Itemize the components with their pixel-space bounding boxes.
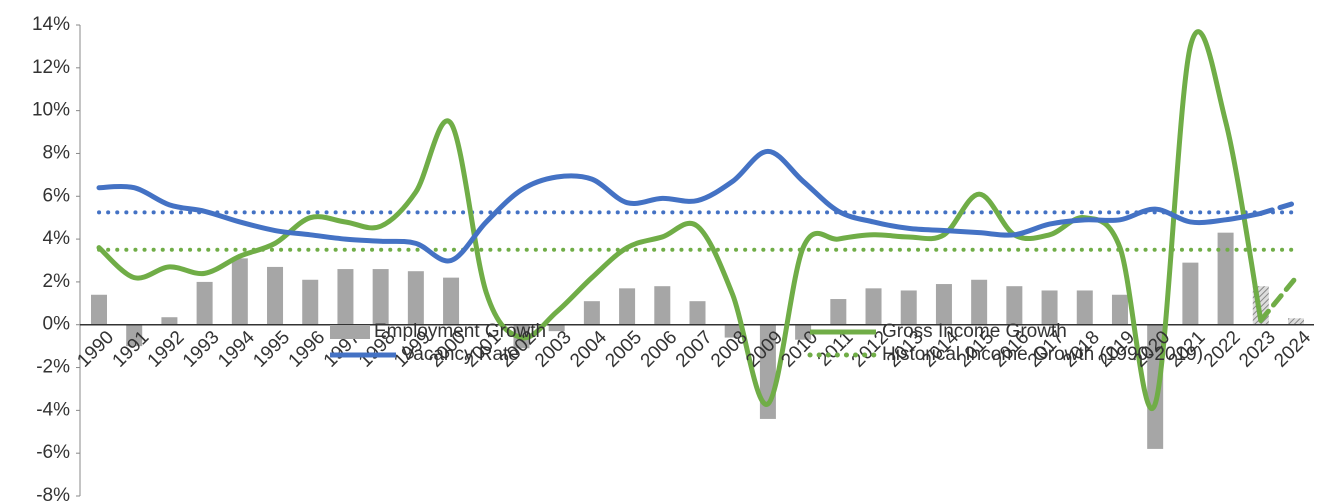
bar	[548, 324, 565, 332]
bar	[1217, 232, 1234, 325]
bar	[654, 286, 671, 325]
bar	[231, 258, 248, 325]
y-tick-label: -2%	[36, 357, 70, 378]
x-tick-label: 2024	[1270, 327, 1315, 372]
bar	[161, 317, 178, 325]
bar	[196, 281, 213, 325]
bar	[443, 277, 460, 325]
bar	[407, 271, 424, 325]
bar	[971, 279, 988, 325]
bar	[372, 269, 389, 325]
y-tick-label: 12%	[32, 57, 70, 78]
line	[96, 29, 1264, 411]
bar	[267, 266, 284, 325]
x-tick-label: 1992	[144, 327, 189, 372]
bar	[1182, 262, 1199, 325]
bar	[830, 299, 847, 325]
bar	[337, 269, 354, 325]
y-tick-label: 14%	[32, 14, 70, 35]
bar	[1006, 286, 1023, 325]
bar	[583, 301, 600, 325]
x-tick-label: 2005	[601, 327, 646, 372]
y-tick-label: 6%	[43, 185, 71, 206]
x-tick-label: 1996	[285, 327, 330, 372]
x-tick-label: 2004	[566, 327, 611, 372]
bar	[1076, 290, 1093, 325]
bar	[1111, 294, 1128, 325]
x-tick-label: 1993	[179, 327, 224, 372]
y-tick-label: 2%	[43, 271, 71, 292]
x-tick-label: 1991	[109, 327, 154, 372]
legend-label: Employment Growth	[374, 321, 546, 342]
bar	[619, 288, 636, 325]
bar	[900, 290, 917, 325]
y-tick-label: -4%	[36, 399, 70, 420]
x-tick-label: 1994	[214, 327, 259, 372]
bar	[126, 324, 143, 347]
bar	[1041, 290, 1058, 325]
bar	[689, 301, 706, 325]
legend-swatch	[330, 325, 370, 339]
bar	[865, 288, 882, 325]
x-tick-label: 1995	[249, 327, 294, 372]
y-tick-label: -8%	[36, 485, 70, 504]
bar	[935, 284, 952, 325]
y-tick-label: 10%	[32, 100, 70, 121]
legend-label: Vacancy Rate	[402, 344, 519, 365]
x-tick-label: 2023	[1235, 327, 1280, 372]
bar	[795, 324, 812, 340]
line	[96, 148, 1264, 264]
bar	[1288, 318, 1304, 325]
bar	[1147, 324, 1164, 449]
bar	[91, 294, 107, 325]
y-tick-label: 0%	[43, 314, 71, 335]
bar	[302, 279, 319, 325]
legend-label: Historical Income Growth (1990-2019)	[882, 344, 1203, 365]
y-tick-label: 4%	[43, 228, 71, 249]
y-tick-label: 8%	[43, 142, 71, 163]
x-tick-label: 2022	[1200, 327, 1245, 372]
line	[1258, 200, 1299, 216]
x-tick-label: 2006	[637, 327, 682, 372]
y-tick-label: -6%	[36, 442, 70, 463]
line	[1258, 275, 1299, 323]
legend-label: Gross Income Growth	[882, 321, 1067, 342]
bar	[724, 324, 741, 338]
x-tick-label: 2007	[672, 327, 717, 372]
